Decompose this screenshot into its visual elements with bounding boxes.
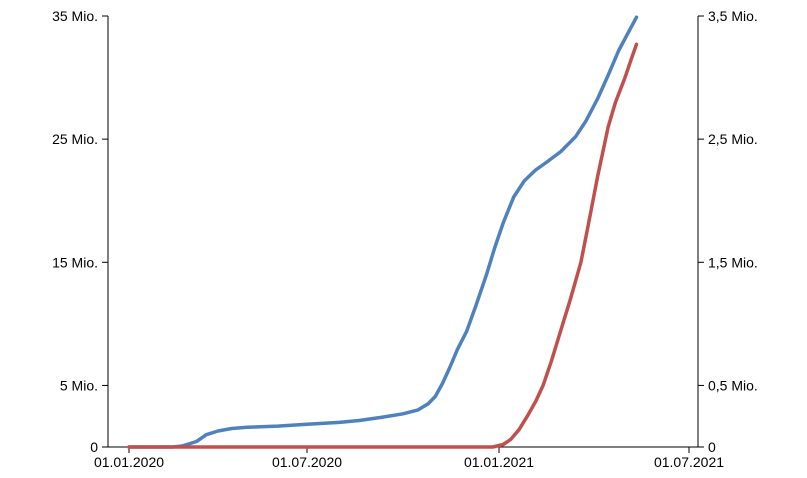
x-tick-label: 01.07.2020 bbox=[272, 454, 342, 470]
x-tick-label: 01.07.2021 bbox=[654, 454, 724, 470]
left-y-tick-label: 25 Mio. bbox=[52, 131, 98, 147]
right-y-tick-label: 1,5 Mio. bbox=[708, 254, 758, 270]
series-layer bbox=[127, 15, 639, 449]
x-tick-label: 01.01.2021 bbox=[464, 454, 534, 470]
right-y-tick-label: 0,5 Mio. bbox=[708, 377, 758, 393]
right-axis-series-line bbox=[127, 42, 639, 449]
right-y-tick-label: 3,5 Mio. bbox=[708, 8, 758, 24]
tick-labels: 0 5 Mio. 15 Mio. 25 Mio. 35 Mio. 0 0,5 Mio. 1,5… bbox=[52, 8, 758, 470]
axes bbox=[102, 15, 704, 453]
right-y-tick-label: 2,5 Mio. bbox=[708, 131, 758, 147]
x-tick-label: 01.01.2020 bbox=[94, 454, 164, 470]
right-y-tick-label: 0 bbox=[708, 439, 716, 455]
left-y-tick-label: 35 Mio. bbox=[52, 8, 98, 24]
left-y-tick-label: 0 bbox=[90, 439, 98, 455]
left-axis-series-line bbox=[127, 15, 639, 449]
left-y-tick-label: 15 Mio. bbox=[52, 254, 98, 270]
left-y-tick-label: 5 Mio. bbox=[60, 377, 98, 393]
